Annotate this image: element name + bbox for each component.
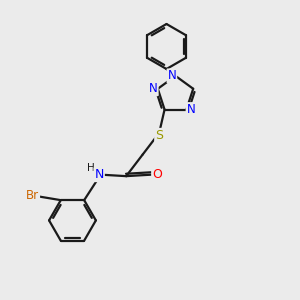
- Text: N: N: [167, 69, 176, 82]
- Text: N: N: [94, 168, 104, 181]
- Text: H: H: [87, 163, 95, 173]
- Text: Br: Br: [26, 188, 39, 202]
- Text: N: N: [187, 103, 195, 116]
- Text: O: O: [152, 168, 162, 181]
- Text: S: S: [155, 129, 163, 142]
- Text: N: N: [149, 82, 158, 95]
